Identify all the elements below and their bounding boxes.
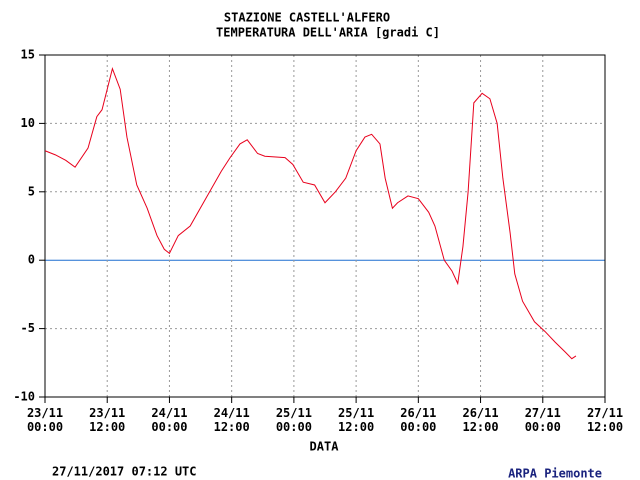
x-tick-label: 27/11 00:00	[524, 406, 561, 434]
y-tick-label: 15	[21, 48, 35, 62]
temperature-line	[44, 67, 577, 360]
y-tick-label: 0	[28, 253, 35, 267]
x-tick-label: 24/11 00:00	[151, 406, 188, 434]
x-tick-label: 23/11 12:00	[89, 406, 126, 434]
chart-title: STAZIONE CASTELL'ALFERO	[224, 11, 390, 25]
x-tick-label: 26/11 00:00	[400, 406, 437, 434]
plot-frame	[44, 54, 606, 398]
x-tick-label: 24/11 12:00	[213, 406, 250, 434]
x-tick-label: 25/11 00:00	[275, 406, 312, 434]
x-tick-label: 26/11 12:00	[462, 406, 499, 434]
y-tick-label: -10	[13, 390, 35, 404]
footer-right: ARPA Piemonte	[508, 467, 602, 480]
y-tick-label: 10	[21, 116, 35, 130]
y-tick-label: -5	[21, 321, 35, 335]
x-tick-label: 23/11 00:00	[26, 406, 64, 434]
y-tick-label: 5	[28, 184, 35, 198]
x-tick-label: 27/11 12:00	[586, 406, 624, 434]
footer-left: 27/11/2017 07:12 UTC	[52, 465, 197, 479]
x-axis-label: DATA	[310, 440, 340, 454]
x-tick-label: 25/11 12:00	[338, 406, 375, 434]
chart-subtitle: TEMPERATURA DELL'ARIA [gradi C]	[216, 26, 440, 40]
